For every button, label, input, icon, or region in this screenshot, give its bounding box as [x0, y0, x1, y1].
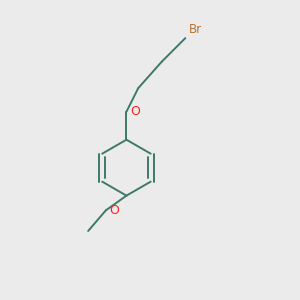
- Text: O: O: [130, 105, 140, 118]
- Text: O: O: [110, 204, 119, 217]
- Text: Br: Br: [189, 23, 202, 36]
